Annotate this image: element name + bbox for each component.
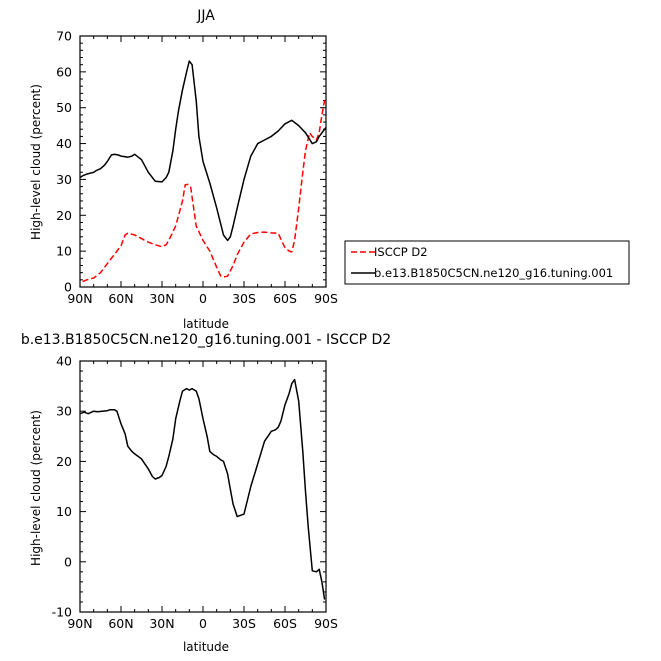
bottom-y-tick-label: 20 <box>56 454 72 469</box>
top-y-axis-label: High-level cloud (percent) <box>29 84 43 240</box>
top-x-tick-label: 90N <box>67 291 92 306</box>
bottom-series-line-0 <box>79 378 326 600</box>
top-y-tick-label: 70 <box>56 29 72 44</box>
bottom-y-axis-label: High-level cloud (percent) <box>29 410 43 566</box>
bottom-y-tick-label: -10 <box>52 605 72 620</box>
bottom-chart-title: b.e13.B1850C5CN.ne120_g16.tuning.001 - I… <box>21 332 391 348</box>
top-x-tick-label: 60N <box>108 291 133 306</box>
top-y-tick-label: 40 <box>56 136 72 151</box>
legend: ISCCP D2 b.e13.B1850C5CN.ne120_g16.tuning… <box>344 240 630 285</box>
bottom-x-tick-label: 90N <box>67 616 92 631</box>
bottom-x-tick-label: 60S <box>273 616 297 631</box>
bottom-y-tick-label: 40 <box>56 354 72 369</box>
top-series-line-1 <box>79 60 327 242</box>
bottom-x-tick-label: 0 <box>199 616 207 631</box>
top-y-tick-label: 20 <box>56 208 72 223</box>
bottom-x-tick-label: 30S <box>232 616 256 631</box>
bottom-y-tick-label: 10 <box>56 504 72 519</box>
top-chart-title: JJA <box>196 8 215 24</box>
legend-box <box>344 240 630 285</box>
bottom-x-tick-label: 30N <box>149 616 174 631</box>
top-x-tick-label: 90S <box>314 291 338 306</box>
bottom-plot-frame <box>79 360 327 613</box>
bottom-panel: b.e13.B1850C5CN.ne120_g16.tuning.001 - I… <box>21 332 391 654</box>
legend-label-1: b.e13.B1850C5CN.ne120_g16.tuning.001 <box>374 266 613 280</box>
top-x-tick-label: 30N <box>149 291 174 306</box>
top-panel: JJA latitude High-level cloud (percent) … <box>29 8 338 331</box>
top-x-tick-label: 60S <box>273 291 297 306</box>
top-y-tick-label: 10 <box>56 244 72 259</box>
bottom-x-axis-label: latitude <box>183 640 229 654</box>
top-y-tick-label: 60 <box>56 64 72 79</box>
top-x-tick-label: 0 <box>199 291 207 306</box>
top-y-tick-label: 30 <box>56 172 72 187</box>
legend-label-0: ISCCP D2 <box>374 245 428 259</box>
top-x-tick-label: 30S <box>232 291 256 306</box>
bottom-y-tick-label: 0 <box>64 554 72 569</box>
top-x-axis-label: latitude <box>183 317 229 331</box>
top-y-tick-label: 50 <box>56 100 72 115</box>
bottom-x-tick-label: 60N <box>108 616 133 631</box>
bottom-x-tick-label: 90S <box>314 616 338 631</box>
top-series-line-0 <box>82 100 326 283</box>
top-y-tick-label: 0 <box>64 280 72 295</box>
bottom-y-tick-label: 30 <box>56 404 72 419</box>
